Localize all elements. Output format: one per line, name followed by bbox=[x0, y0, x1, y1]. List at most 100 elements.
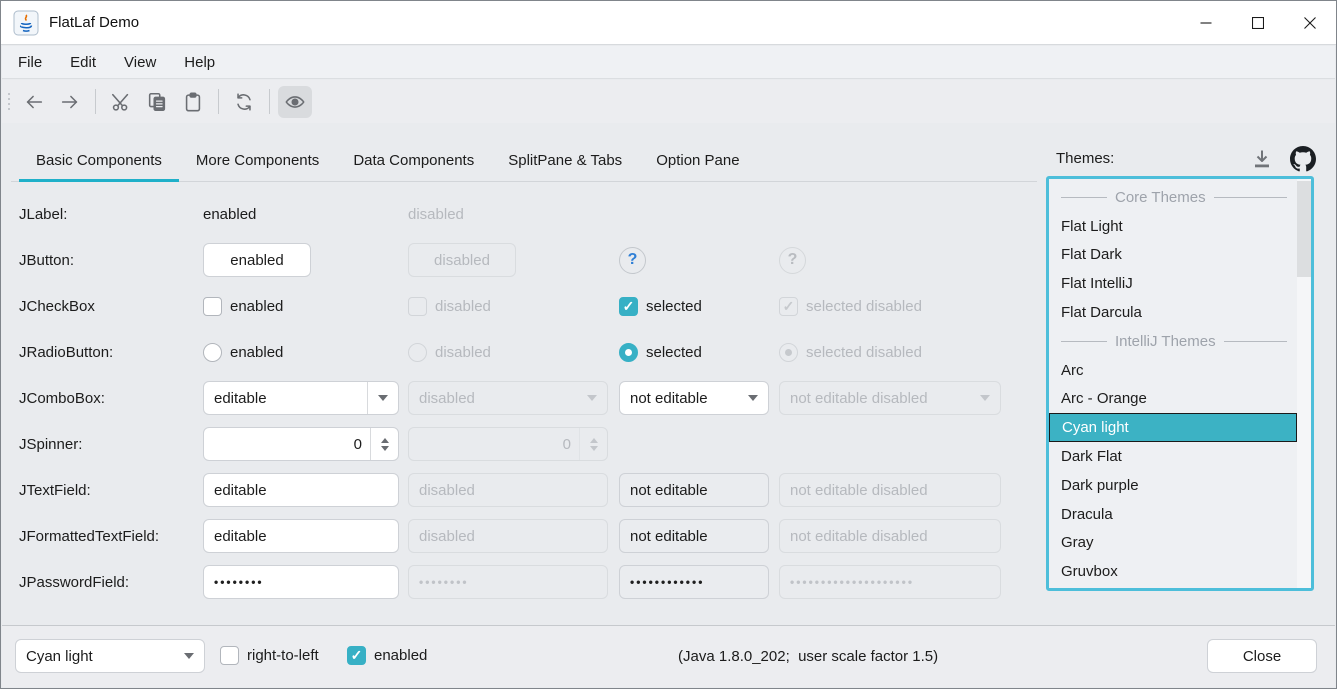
close-window-button[interactable] bbox=[1284, 1, 1336, 44]
disabled-button: disabled bbox=[408, 243, 516, 277]
jtextfield-row-label: JTextField: bbox=[19, 481, 91, 499]
menu-view[interactable]: View bbox=[124, 53, 157, 71]
chevron-down-icon bbox=[577, 395, 607, 401]
enabled-button[interactable]: enabled bbox=[203, 243, 311, 277]
theme-item-gruvbox[interactable]: Gruvbox bbox=[1061, 563, 1118, 581]
checkbox-box[interactable]: ✓ bbox=[619, 296, 638, 316]
checkbox-box[interactable] bbox=[203, 296, 222, 316]
bottom-bar: Cyan light right-to-left ✓ enabled (Java… bbox=[2, 625, 1335, 687]
jbutton-row-label: JButton: bbox=[19, 251, 75, 269]
combobox-not-editable-disabled: not editable disabled bbox=[779, 381, 1001, 415]
checkbox-enabled[interactable]: enabled bbox=[203, 296, 408, 316]
paste-button[interactable] bbox=[176, 86, 210, 118]
themes-scrollbar[interactable] bbox=[1297, 179, 1311, 588]
radio-disabled: disabled bbox=[408, 342, 619, 362]
theme-selector-combobox[interactable]: Cyan light bbox=[15, 639, 205, 673]
tab-data-components[interactable]: Data Components bbox=[353, 151, 475, 169]
menu-file[interactable]: File bbox=[18, 53, 43, 71]
theme-item-flat-intellij[interactable]: Flat IntelliJ bbox=[1061, 275, 1133, 293]
checkbox-label: disabled bbox=[435, 297, 491, 315]
formatted-textfield-not-editable[interactable]: not editable bbox=[619, 519, 769, 553]
jradiobutton-row-label: JRadioButton: bbox=[19, 343, 114, 361]
theme-item-dark-flat[interactable]: Dark Flat bbox=[1061, 448, 1122, 466]
spinner-down-icon bbox=[589, 445, 598, 451]
intellij-themes-separator: IntelliJ Themes bbox=[1049, 327, 1297, 356]
theme-item-cyan-light-selected[interactable]: Cyan light bbox=[1049, 413, 1297, 443]
status-text: (Java 1.8.0_202; user scale factor 1.5) bbox=[678, 648, 939, 665]
checkbox-label: right-to-left bbox=[247, 647, 319, 664]
tab-option-pane[interactable]: Option Pane bbox=[656, 151, 740, 169]
menu-help[interactable]: Help bbox=[184, 53, 216, 71]
spinner-down-icon[interactable] bbox=[380, 445, 389, 451]
radio-selected-disabled: selected disabled bbox=[779, 342, 1001, 362]
refresh-icon bbox=[237, 92, 251, 111]
tab-underline-track bbox=[11, 181, 1037, 182]
theme-item-flat-light[interactable]: Flat Light bbox=[1061, 217, 1123, 235]
tab-basic-components[interactable]: Basic Components bbox=[19, 141, 179, 182]
maximize-button[interactable] bbox=[1232, 1, 1284, 44]
radio-selected[interactable]: selected bbox=[619, 342, 779, 362]
tab-bar: Basic Components More Components Data Co… bbox=[19, 141, 757, 182]
chevron-down-icon[interactable] bbox=[368, 395, 398, 401]
jcombobox-row-label: JComboBox: bbox=[19, 389, 105, 407]
chevron-down-icon[interactable] bbox=[174, 653, 204, 659]
spinner-up-icon[interactable] bbox=[380, 437, 389, 443]
refresh-button[interactable] bbox=[227, 86, 261, 118]
theme-item-arc[interactable]: Arc bbox=[1061, 361, 1084, 379]
formatted-textfield-disabled: disabled bbox=[408, 519, 608, 553]
theme-item-dracula[interactable]: Dracula bbox=[1061, 505, 1113, 523]
menu-bar: File Edit View Help bbox=[2, 46, 1335, 79]
paste-icon bbox=[185, 92, 201, 111]
radio-circle[interactable] bbox=[619, 342, 638, 362]
scrollbar-thumb[interactable] bbox=[1297, 181, 1311, 277]
close-button[interactable]: Close bbox=[1207, 639, 1317, 673]
checkbox-box[interactable]: ✓ bbox=[347, 646, 366, 665]
theme-item-gray[interactable]: Gray bbox=[1061, 534, 1094, 552]
checkbox-box[interactable] bbox=[220, 646, 239, 665]
menu-edit[interactable]: Edit bbox=[70, 53, 97, 71]
tab-splitpane-tabs[interactable]: SplitPane & Tabs bbox=[508, 151, 623, 169]
theme-item-flat-dark[interactable]: Flat Dark bbox=[1061, 246, 1122, 264]
toolbar bbox=[2, 80, 1335, 123]
themes-list-items: Core Themes Flat Light Flat Dark Flat In… bbox=[1049, 183, 1297, 586]
toolbar-separator bbox=[269, 89, 270, 114]
help-button[interactable]: ? bbox=[619, 246, 646, 274]
jspinner-row-label: JSpinner: bbox=[19, 435, 83, 453]
chevron-down-icon[interactable] bbox=[738, 395, 768, 401]
radio-label: disabled bbox=[435, 343, 491, 361]
download-theme-button[interactable] bbox=[1248, 145, 1275, 172]
minimize-button[interactable] bbox=[1180, 1, 1232, 44]
radio-circle bbox=[408, 342, 427, 362]
textfield-editable[interactable]: editable bbox=[203, 473, 399, 507]
radio-circle[interactable] bbox=[203, 342, 222, 362]
tab-more-components[interactable]: More Components bbox=[195, 151, 320, 169]
checkbox-selected[interactable]: ✓ selected bbox=[619, 296, 779, 316]
github-link-button[interactable] bbox=[1289, 145, 1316, 172]
radio-enabled[interactable]: enabled bbox=[203, 342, 408, 362]
themes-toolbar bbox=[1248, 145, 1316, 172]
theme-item-dark-purple[interactable]: Dark purple bbox=[1061, 476, 1139, 494]
checkbox-selected-disabled: ✓ selected disabled bbox=[779, 296, 1001, 316]
theme-item-flat-darcula[interactable]: Flat Darcula bbox=[1061, 304, 1142, 322]
passwordfield-editable[interactable]: •••••••• bbox=[203, 565, 399, 599]
passwordfield-not-editable[interactable]: •••••••••••• bbox=[619, 565, 769, 599]
right-to-left-checkbox[interactable]: right-to-left bbox=[220, 646, 319, 665]
formatted-textfield-editable[interactable]: editable bbox=[203, 519, 399, 553]
copy-button[interactable] bbox=[140, 86, 174, 118]
show-hidden-toggle-button[interactable] bbox=[278, 85, 312, 118]
toolbar-grip[interactable] bbox=[8, 93, 10, 110]
passwordfield-disabled: •••••••• bbox=[408, 565, 608, 599]
java-app-icon bbox=[13, 10, 39, 35]
theme-item-arc-orange[interactable]: Arc - Orange bbox=[1061, 390, 1147, 408]
forward-button[interactable] bbox=[53, 86, 87, 118]
radio-label: enabled bbox=[230, 343, 284, 361]
combobox-not-editable[interactable]: not editable bbox=[619, 381, 769, 415]
combobox-editable[interactable]: editable bbox=[203, 381, 399, 415]
spinner-enabled[interactable]: 0 bbox=[203, 427, 399, 461]
radio-label: selected disabled bbox=[806, 343, 922, 361]
spinner-disabled: 0 bbox=[408, 427, 608, 461]
cut-button[interactable] bbox=[104, 86, 138, 118]
back-button[interactable] bbox=[17, 86, 51, 118]
textfield-not-editable[interactable]: not editable bbox=[619, 473, 769, 507]
enabled-checkbox[interactable]: ✓ enabled bbox=[347, 646, 427, 665]
